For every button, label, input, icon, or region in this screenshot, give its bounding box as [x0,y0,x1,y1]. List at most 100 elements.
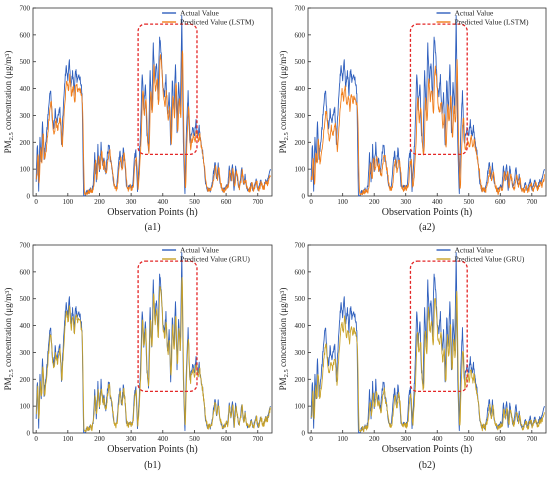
x-tick-label: 600 [221,198,232,206]
panel-caption: (b2) [419,460,436,471]
x-tick-label: 200 [369,435,380,443]
x-tick-label: 700 [253,435,264,443]
y-tick-label: 100 [295,403,306,411]
y-tick-label: 0 [302,193,306,201]
panel-caption: (b1) [144,460,161,471]
y-tick-label: 400 [20,322,31,330]
x-tick-label: 0 [309,435,313,443]
y-tick-label: 500 [295,295,306,303]
series-line-predicted [35,277,271,433]
panel-caption: (a1) [144,222,160,233]
y-axis-label-sup: 3 [279,54,286,57]
x-tick-label: 100 [337,198,348,206]
x-tick-label: 700 [527,435,538,443]
y-axis-label-rest: concentration (μg/m [3,294,13,369]
x-tick-label: 100 [337,435,348,443]
x-tick-label: 400 [158,198,169,206]
y-axis-label-rest: concentration (μg/m [278,57,288,132]
series-line-actual [35,15,271,197]
y-tick-label: 400 [295,85,306,93]
panel-a2: 0 100 200 300 400 500 600 700 0 100 200 300 400 500 60… [278,5,547,233]
y-axis-label-rest: concentration (μg/m [3,57,13,132]
y-axis-label-main: PM [3,140,13,153]
axes-frame [32,7,273,197]
x-axis-label: Observation Points (h) [107,444,198,455]
y-axis-label: PM2.5 concentration (μg/m3) [278,288,290,391]
y-axis-label-end: ) [278,51,288,54]
y-axis-label-sub: 2.5 [8,369,15,377]
x-tick-label: 400 [158,435,169,443]
y-axis-label-sup: 3 [279,291,286,294]
series-line-predicted [310,59,545,196]
x-tick-label: 200 [369,198,380,206]
y-tick-label: 400 [295,322,306,330]
x-tick-label: 300 [126,198,137,206]
y-axis-label-end: ) [3,51,13,54]
y-tick-label: 500 [20,58,31,66]
x-tick-label: 600 [221,435,232,443]
y-tick-label: 100 [20,166,31,174]
legend-label-predicted: Predicted Value (LSTM) [180,18,255,27]
axes-frame [32,244,273,434]
series-line-actual [310,252,545,434]
x-tick-label: 500 [189,435,200,443]
legend-label-actual: Actual Value [180,246,219,255]
x-tick-label: 400 [432,435,443,443]
y-tick-label: 600 [295,31,306,39]
x-tick-label: 200 [94,435,105,443]
panel-b2: 0 100 200 300 400 500 600 700 0 100 200 300 400 500 60… [278,242,547,471]
x-axis-label: Observation Points (h) [107,207,198,218]
highlight-box [137,260,198,393]
y-axis-label-sup: 3 [4,291,11,294]
x-tick-label: 500 [464,435,475,443]
x-tick-label: 100 [63,435,74,443]
y-tick-label: 300 [20,112,31,120]
x-tick-label: 300 [126,435,137,443]
y-tick-label: 600 [20,31,31,39]
y-tick-label: 300 [295,349,306,357]
y-axis-label-sub: 2.5 [283,369,290,377]
y-axis-label-sub: 2.5 [8,132,15,140]
x-tick-label: 500 [189,198,200,206]
panel-b1: 0 100 200 300 400 500 600 700 0 100 200 300 400 500 60… [3,242,273,471]
x-tick-label: 600 [495,198,506,206]
x-axis-label: Observation Points (h) [382,207,473,218]
y-axis-label-main: PM [278,140,288,153]
y-axis-label-end: ) [3,288,13,291]
legend-label-actual: Actual Value [455,9,494,18]
x-tick-label: 0 [34,198,38,206]
y-tick-label: 200 [20,376,31,384]
x-tick-label: 100 [63,198,74,206]
y-tick-label: 300 [20,349,31,357]
x-tick-label: 0 [309,198,313,206]
y-tick-label: 200 [295,376,306,384]
y-tick-label: 100 [295,166,306,174]
series-line-predicted [310,291,545,433]
y-tick-label: 600 [295,268,306,276]
highlight-box [409,23,468,156]
y-tick-label: 400 [20,85,31,93]
y-tick-label: 100 [20,403,31,411]
y-tick-label: 500 [20,295,31,303]
y-tick-label: 700 [295,5,306,13]
x-tick-label: 400 [432,198,443,206]
series-line-predicted [35,50,271,196]
highlight-box [409,260,468,393]
y-tick-label: 0 [27,430,31,438]
y-axis-label: PM2.5 concentration (μg/m3) [3,51,15,154]
y-tick-label: 300 [295,112,306,120]
series-line-actual [310,15,545,197]
y-tick-label: 200 [295,139,306,147]
y-axis-label-sub: 2.5 [283,132,290,140]
y-tick-label: 700 [295,242,306,250]
x-tick-label: 300 [400,435,411,443]
legend-label-actual: Actual Value [180,9,219,18]
x-tick-label: 600 [495,435,506,443]
legend-label-predicted: Predicted Value (GRU) [455,255,525,264]
y-tick-label: 700 [20,242,31,250]
y-axis-label-end: ) [278,288,288,291]
x-tick-label: 500 [464,198,475,206]
y-tick-label: 700 [20,5,31,13]
legend-label-predicted: Predicted Value (LSTM) [455,18,530,27]
